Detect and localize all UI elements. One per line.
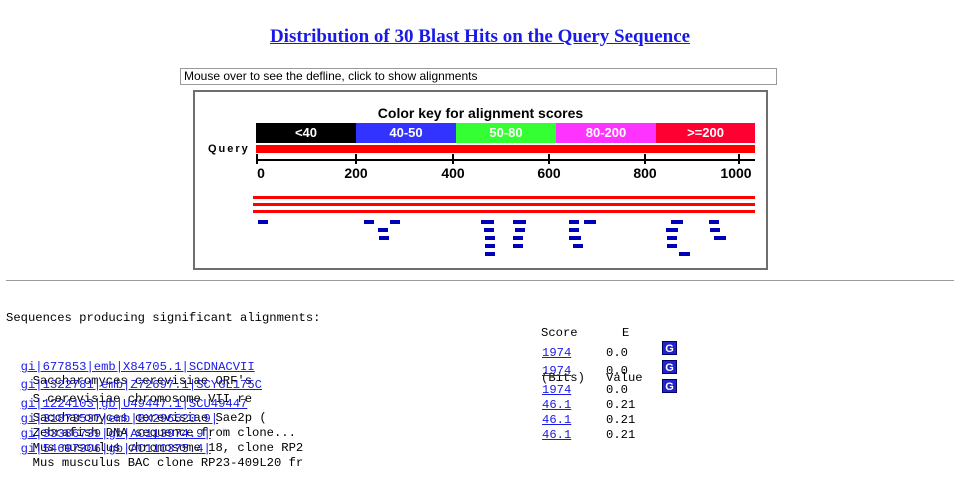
hit-segment[interactable] <box>364 220 374 224</box>
table-row: gi|677853|emb|X84705.1|SCDNACVII Sacchar… <box>6 346 628 388</box>
hit-segment[interactable] <box>667 236 677 240</box>
score-link[interactable]: 1974 <box>542 364 572 378</box>
hit-segment[interactable] <box>378 228 388 232</box>
hit-segment[interactable] <box>667 244 677 248</box>
accession-link[interactable]: gi|33386739|gb|AC113974.9| <box>20 427 211 441</box>
table-row: gi|54697306|gb|AC110375.4| Mus musculus … <box>6 428 636 470</box>
score-link[interactable]: 46.1 <box>542 413 572 427</box>
defline-display-box: Mouse over to see the defline, click to … <box>180 68 777 85</box>
gene-link-button[interactable]: G <box>662 360 677 374</box>
axis-tick-label: 0 <box>257 165 265 181</box>
hit-segment[interactable] <box>679 252 690 256</box>
score-header-line1: Score <box>541 326 578 340</box>
sequence-description: Mus musculus BAC clone RP23-409L20 fr <box>32 456 304 470</box>
sequence-description: Saccharomyces cerevisiae ORF's <box>32 374 253 388</box>
evalue: 0.21 <box>606 413 636 427</box>
query-label: Query <box>208 143 250 155</box>
hit-segment[interactable] <box>513 236 523 240</box>
accession-link[interactable]: gi|31873537|emb|BX296520.9| <box>20 412 219 426</box>
hit-segment[interactable] <box>513 244 523 248</box>
accession-link[interactable]: gi|677853|emb|X84705.1|SCDNACVII <box>20 360 255 374</box>
key-cell-40-50: 40-50 <box>356 123 456 143</box>
hit-segment[interactable] <box>671 220 683 224</box>
evalue-column-header: E Value <box>606 296 643 401</box>
score-link[interactable]: 46.1 <box>542 398 572 412</box>
axis-tick-label: 600 <box>537 165 561 181</box>
description-column-header: Sequences producing significant alignmen… <box>6 311 321 325</box>
key-cell-lt40: <40 <box>256 123 356 143</box>
hit-segment[interactable] <box>485 244 495 248</box>
axis-tick <box>355 154 357 164</box>
table-row: gi|33386739|gb|AC113974.9| Mus musculus … <box>6 413 636 455</box>
hit-segment[interactable] <box>714 236 726 240</box>
axis-tick-label: 200 <box>344 165 368 181</box>
axis-tick <box>738 154 740 164</box>
hit-segment[interactable] <box>710 228 720 232</box>
hit-segment[interactable] <box>485 236 495 240</box>
table-row: gi|31873537|emb|BX296520.9| Zebrafish DN… <box>6 398 636 440</box>
table-row: gi|1224103|gb|U49447.1|SCU49447 Saccharo… <box>6 383 628 425</box>
hit-segment[interactable] <box>709 220 719 224</box>
hit-segment[interactable] <box>258 220 268 224</box>
axis-tick-label: 400 <box>441 165 465 181</box>
axis-tick-label: 1000 <box>720 165 752 181</box>
hit-segment[interactable] <box>569 228 579 232</box>
hit-segment[interactable] <box>513 220 526 224</box>
score-link[interactable]: 46.1 <box>542 428 572 442</box>
sequence-description: Zebrafish DNA sequence from clone... <box>32 426 296 440</box>
key-cell-80-200: 80-200 <box>556 123 656 143</box>
color-key-title: Color key for alignment scores <box>377 105 584 121</box>
axis-tick <box>644 154 646 164</box>
hit-segment[interactable] <box>569 236 581 240</box>
gene-link-button[interactable]: G <box>662 341 677 355</box>
axis-tick <box>452 154 454 164</box>
hit-segment[interactable] <box>515 228 525 232</box>
score-column-header: Score (Bits) <box>541 296 585 401</box>
hit-segment[interactable] <box>390 220 400 224</box>
sequence-description: S.cerevisiae chromosome VII re <box>32 392 253 406</box>
key-cell-50-80: 50-80 <box>456 123 556 143</box>
divider <box>6 280 954 281</box>
evalue: 0.0 <box>606 364 628 378</box>
blast-hit-graphic: Color key for alignment scores <40 40-50… <box>193 90 768 270</box>
hit-bar[interactable] <box>253 196 755 199</box>
hit-segment[interactable] <box>666 228 678 232</box>
evalue: 0.21 <box>606 398 636 412</box>
hit-segment[interactable] <box>573 244 583 248</box>
hit-segment[interactable] <box>484 228 494 232</box>
gene-link-button[interactable]: G <box>662 379 677 393</box>
evalue-header-line2: Value <box>606 371 643 385</box>
evalue: 0.0 <box>606 383 628 397</box>
score-link[interactable]: 1974 <box>542 383 572 397</box>
hit-segment[interactable] <box>481 220 494 224</box>
hit-segment[interactable] <box>379 236 389 240</box>
score-header-line2: (Bits) <box>541 371 585 385</box>
score-link[interactable]: 1974 <box>542 346 572 360</box>
axis-line <box>256 159 755 161</box>
hit-segment[interactable] <box>584 220 596 224</box>
hit-segment[interactable] <box>485 252 495 256</box>
sequence-description: Saccharomyces cerevisiae Sae2p ( <box>32 411 267 425</box>
axis-tick <box>256 154 258 164</box>
accession-link[interactable]: gi|1224103|gb|U49447.1|SCU49447 <box>20 397 248 411</box>
evalue: 0.0 <box>606 346 628 360</box>
table-row: gi|1322781|emb|Z72697.1|SCYGL175C S.cere… <box>6 364 628 406</box>
accession-link[interactable]: gi|54697306|gb|AC110375.4| <box>20 442 211 456</box>
axis-tick-label: 800 <box>633 165 657 181</box>
evalue: 0.21 <box>606 428 636 442</box>
accession-link[interactable]: gi|1322781|emb|Z72697.1|SCYGL175C <box>20 378 262 392</box>
page-title[interactable]: Distribution of 30 Blast Hits on the Que… <box>269 26 691 47</box>
axis-tick <box>548 154 550 164</box>
hit-bar[interactable] <box>253 203 755 206</box>
hit-segment[interactable] <box>569 220 579 224</box>
query-bar <box>256 145 755 153</box>
evalue-header-line1: E <box>622 326 630 340</box>
hit-bar[interactable] <box>253 210 755 213</box>
key-cell-ge200: >=200 <box>656 123 755 143</box>
